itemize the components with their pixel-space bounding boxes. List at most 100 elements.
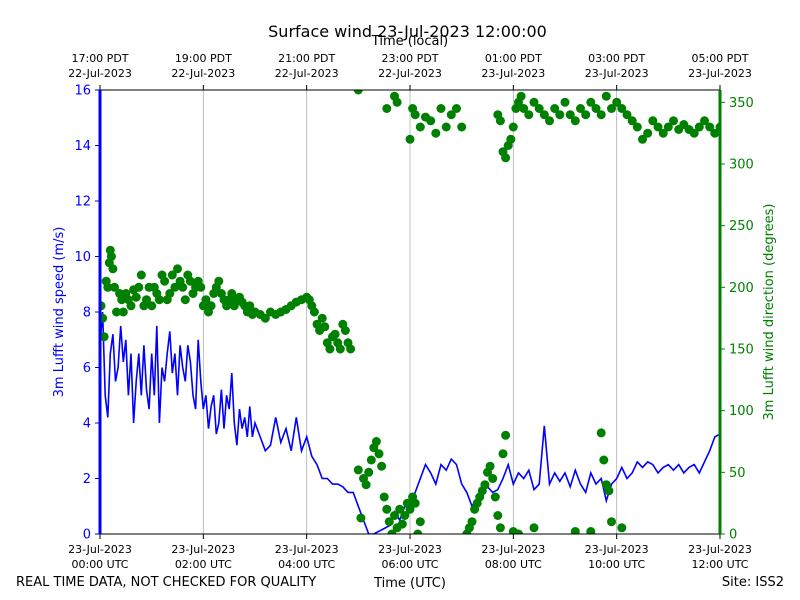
left-tick-label: 14: [74, 139, 91, 154]
wind-direction-point: [136, 270, 146, 280]
wind-direction-point: [340, 326, 350, 335]
bottom-tick-date: 23-Jul-2023: [585, 543, 649, 556]
wind-direction-point: [413, 529, 423, 534]
wind-direction-point: [131, 292, 141, 302]
wind-direction-point: [570, 527, 580, 534]
wind-direction-point: [689, 128, 699, 138]
wind-direction-point: [627, 116, 637, 126]
wind-direction-point: [126, 301, 136, 311]
wind-direction-point: [436, 104, 446, 113]
wind-direction-point: [180, 295, 190, 305]
wind-direction-point: [529, 97, 539, 107]
wind-direction-point: [586, 527, 596, 534]
wind-direction-point: [529, 523, 539, 533]
right-tick-label: 0: [729, 528, 737, 543]
wind-direction-point: [431, 128, 441, 138]
left-tick-label: 4: [83, 417, 91, 432]
wind-direction-point: [617, 523, 627, 533]
wind-direction-point: [397, 519, 407, 529]
top-axis-label: Time (local): [371, 34, 449, 49]
wind-direction-point: [545, 116, 554, 126]
wind-direction-point: [663, 122, 673, 132]
wind-direction-point: [622, 110, 632, 120]
wind-direction-point: [112, 307, 121, 317]
wind-direction-point: [377, 461, 387, 471]
site-label: Site: ISS2: [721, 575, 784, 590]
left-tick-label: 8: [83, 306, 91, 321]
wind-direction-point: [607, 104, 616, 113]
wind-direction-point: [356, 513, 366, 523]
right-tick-label: 200: [729, 281, 754, 296]
wind-direction-point: [632, 122, 642, 132]
wind-direction-point: [110, 282, 119, 292]
wind-direction-point: [309, 307, 319, 317]
wind-direction-point: [599, 455, 609, 465]
bottom-tick-time: 00:00 UTC: [71, 558, 128, 571]
wind-direction-point: [514, 529, 523, 534]
wind-direction-point: [364, 467, 374, 477]
wind-direction-point: [710, 128, 720, 138]
left-axis-label: 3m Lufft wind speed (m/s): [52, 227, 67, 398]
top-tick-date: 23-Jul-2023: [585, 67, 649, 80]
wind-direction-point: [330, 329, 340, 339]
wind-direction-point: [405, 504, 415, 514]
wind-direction-point: [103, 282, 113, 292]
top-tick-date: 22-Jul-2023: [171, 67, 235, 80]
wind-direction-point: [501, 153, 511, 163]
quality-disclaimer: REAL TIME DATA, NOT CHECKED FOR QUALITY: [16, 575, 317, 590]
wind-direction-point: [457, 122, 467, 132]
top-tick-date: 22-Jul-2023: [378, 67, 442, 80]
wind-direction-point: [604, 486, 614, 496]
wind-direction-point: [382, 504, 392, 514]
right-tick-label: 150: [729, 343, 754, 358]
wind-direction-point: [560, 97, 570, 107]
wind-direction-point: [405, 134, 415, 144]
wind-direction-point: [565, 110, 575, 120]
wind-direction-point: [534, 104, 544, 113]
wind-direction-point: [173, 264, 182, 274]
wind-direction-point: [596, 110, 606, 120]
left-tick-label: 0: [83, 528, 91, 543]
bottom-tick-date: 23-Jul-2023: [171, 543, 235, 556]
left-tick-label: 10: [74, 250, 91, 265]
wind-direction-point: [185, 276, 195, 286]
wind-direction-point: [335, 344, 345, 354]
chart-title: Surface wind 23-Jul-2023 12:00:00: [268, 22, 547, 41]
wind-direction-point: [371, 437, 381, 446]
wind-direction-point: [196, 282, 206, 292]
wind-direction-point: [170, 282, 180, 292]
wind-direction-point: [658, 128, 668, 138]
wind-direction-point: [617, 104, 627, 113]
wind-direction-point: [570, 116, 580, 126]
wind-direction-point: [498, 449, 508, 459]
right-tick-label: 350: [729, 96, 754, 111]
right-tick-label: 100: [729, 404, 754, 419]
wind-direction-point: [361, 480, 371, 490]
wind-direction-point: [410, 110, 420, 120]
wind-direction-point: [167, 270, 177, 280]
wind-direction-point: [493, 511, 503, 520]
wind-direction-point: [160, 276, 170, 286]
top-tick-time: 21:00 PDT: [278, 52, 335, 65]
top-tick-time: 01:00 PDT: [485, 52, 542, 65]
top-tick-date: 22-Jul-2023: [275, 67, 339, 80]
wind-direction-point: [452, 104, 461, 113]
wind-direction-point: [488, 474, 498, 483]
wind-direction-point: [555, 110, 565, 120]
wind-direction-point: [384, 517, 394, 527]
left-tick-label: 16: [74, 84, 91, 99]
wind-direction-point: [601, 91, 611, 101]
wind-direction-point: [700, 116, 709, 126]
wind-direction-point: [134, 282, 144, 292]
left-tick-label: 2: [83, 472, 91, 487]
wind-direction-point: [501, 430, 511, 440]
bottom-tick-date: 23-Jul-2023: [68, 543, 132, 556]
wind-direction-point: [415, 122, 425, 132]
wind-direction-point: [576, 104, 585, 113]
wind-direction-point: [591, 104, 601, 113]
wind-direction-point: [490, 492, 500, 502]
wind-direction-point: [524, 110, 534, 120]
left-tick-label: 6: [83, 361, 91, 376]
wind-direction-point: [118, 307, 128, 317]
